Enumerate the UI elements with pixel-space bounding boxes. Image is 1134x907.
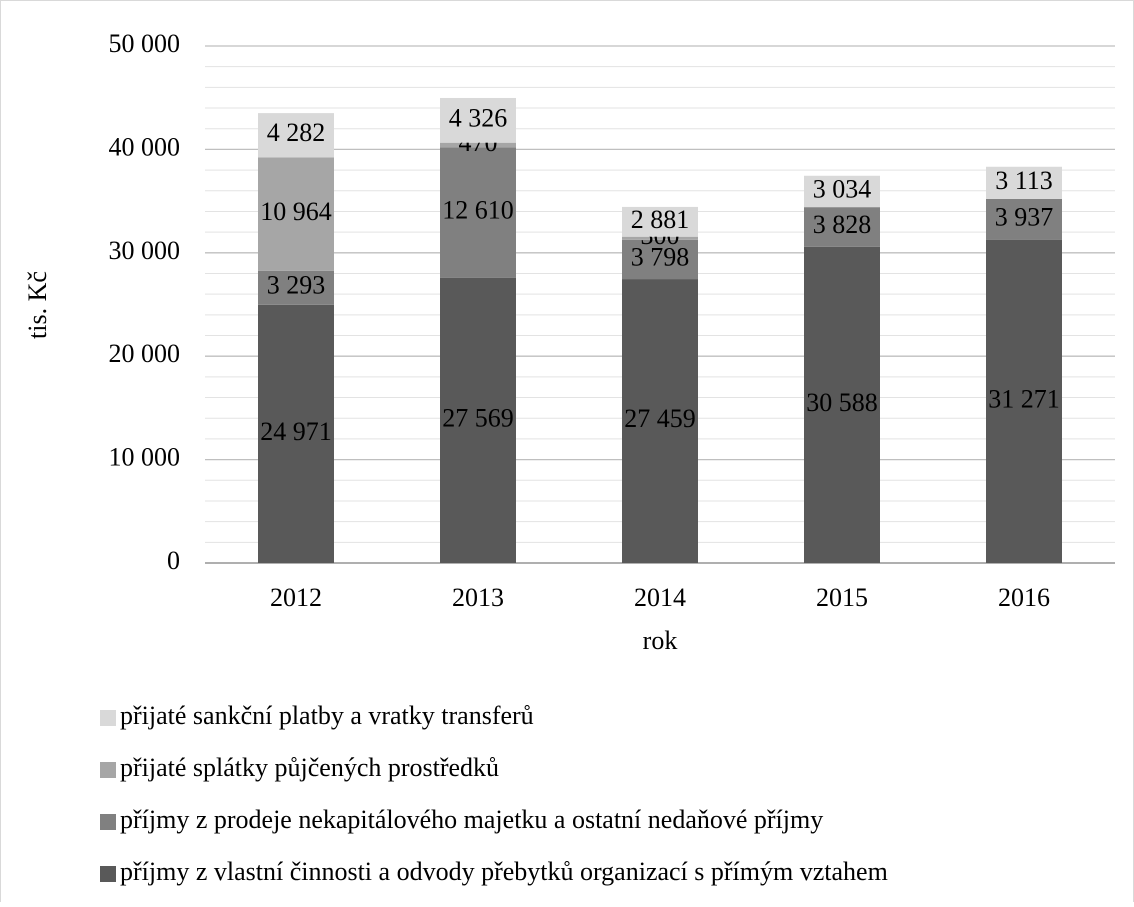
y-tick-label: 50 000 [109,29,181,58]
data-label: 4 326 [449,103,508,132]
bar-segment [258,304,334,563]
data-label: 30 588 [806,388,878,417]
data-label: 3 293 [267,271,326,300]
y-tick-label: 0 [167,546,180,575]
bar-segment [440,142,516,148]
x-axis-title: rok [643,626,678,655]
legend-label: přijaté splátky půjčených prostředků [120,753,499,782]
legend-swatch [100,710,116,726]
legend-swatch [100,866,116,882]
bar-segment [440,277,516,563]
legend-label: přijaté sankční platby a vratky transfer… [120,701,534,730]
legend-label: příjmy z prodeje nekapitálového majetku … [120,805,823,834]
bar-segment [804,246,880,563]
legend-swatch [100,814,116,830]
data-label: 2 881 [631,205,690,234]
x-tick-label: 2012 [270,583,322,612]
x-tick-label: 2016 [998,583,1050,612]
data-label: 10 964 [260,197,332,226]
data-label: 12 610 [442,196,514,225]
data-label: 31 271 [988,384,1060,413]
x-tick-label: 2015 [816,583,868,612]
bar-segment [622,279,698,563]
bar-segment [258,113,334,158]
bar-segment [258,270,334,305]
y-axis-title: tis. Kč [23,271,52,339]
data-label: 3 798 [631,242,690,271]
y-tick-label: 40 000 [109,132,181,161]
data-label: 4 282 [267,118,326,147]
bar-segment [622,239,698,280]
bar-segment [622,236,698,240]
bar-segment [986,166,1062,199]
data-label: 27 459 [624,404,696,433]
y-tick-label: 10 000 [109,443,181,472]
data-label: 27 569 [442,403,514,432]
bar-segment [804,207,880,247]
data-label: 3 937 [995,202,1054,231]
bar-segment [804,175,880,208]
y-tick-label: 20 000 [109,339,181,368]
x-tick-label: 2013 [452,583,504,612]
x-tick-label: 2014 [634,583,686,612]
bar-segment [440,97,516,143]
bar-segment [986,198,1062,240]
data-label: 3 828 [813,210,872,239]
data-label: 24 971 [260,417,332,446]
bar-segment [986,239,1062,563]
data-label: 3 113 [995,166,1053,195]
bar-segment [622,206,698,237]
legend-swatch [100,762,116,778]
data-label: 3 034 [813,174,872,203]
bar-segment [258,157,334,271]
legend-label: příjmy z vlastní činnosti a odvody přeby… [120,857,888,886]
y-tick-label: 30 000 [109,236,181,265]
bar-segment [440,147,516,278]
